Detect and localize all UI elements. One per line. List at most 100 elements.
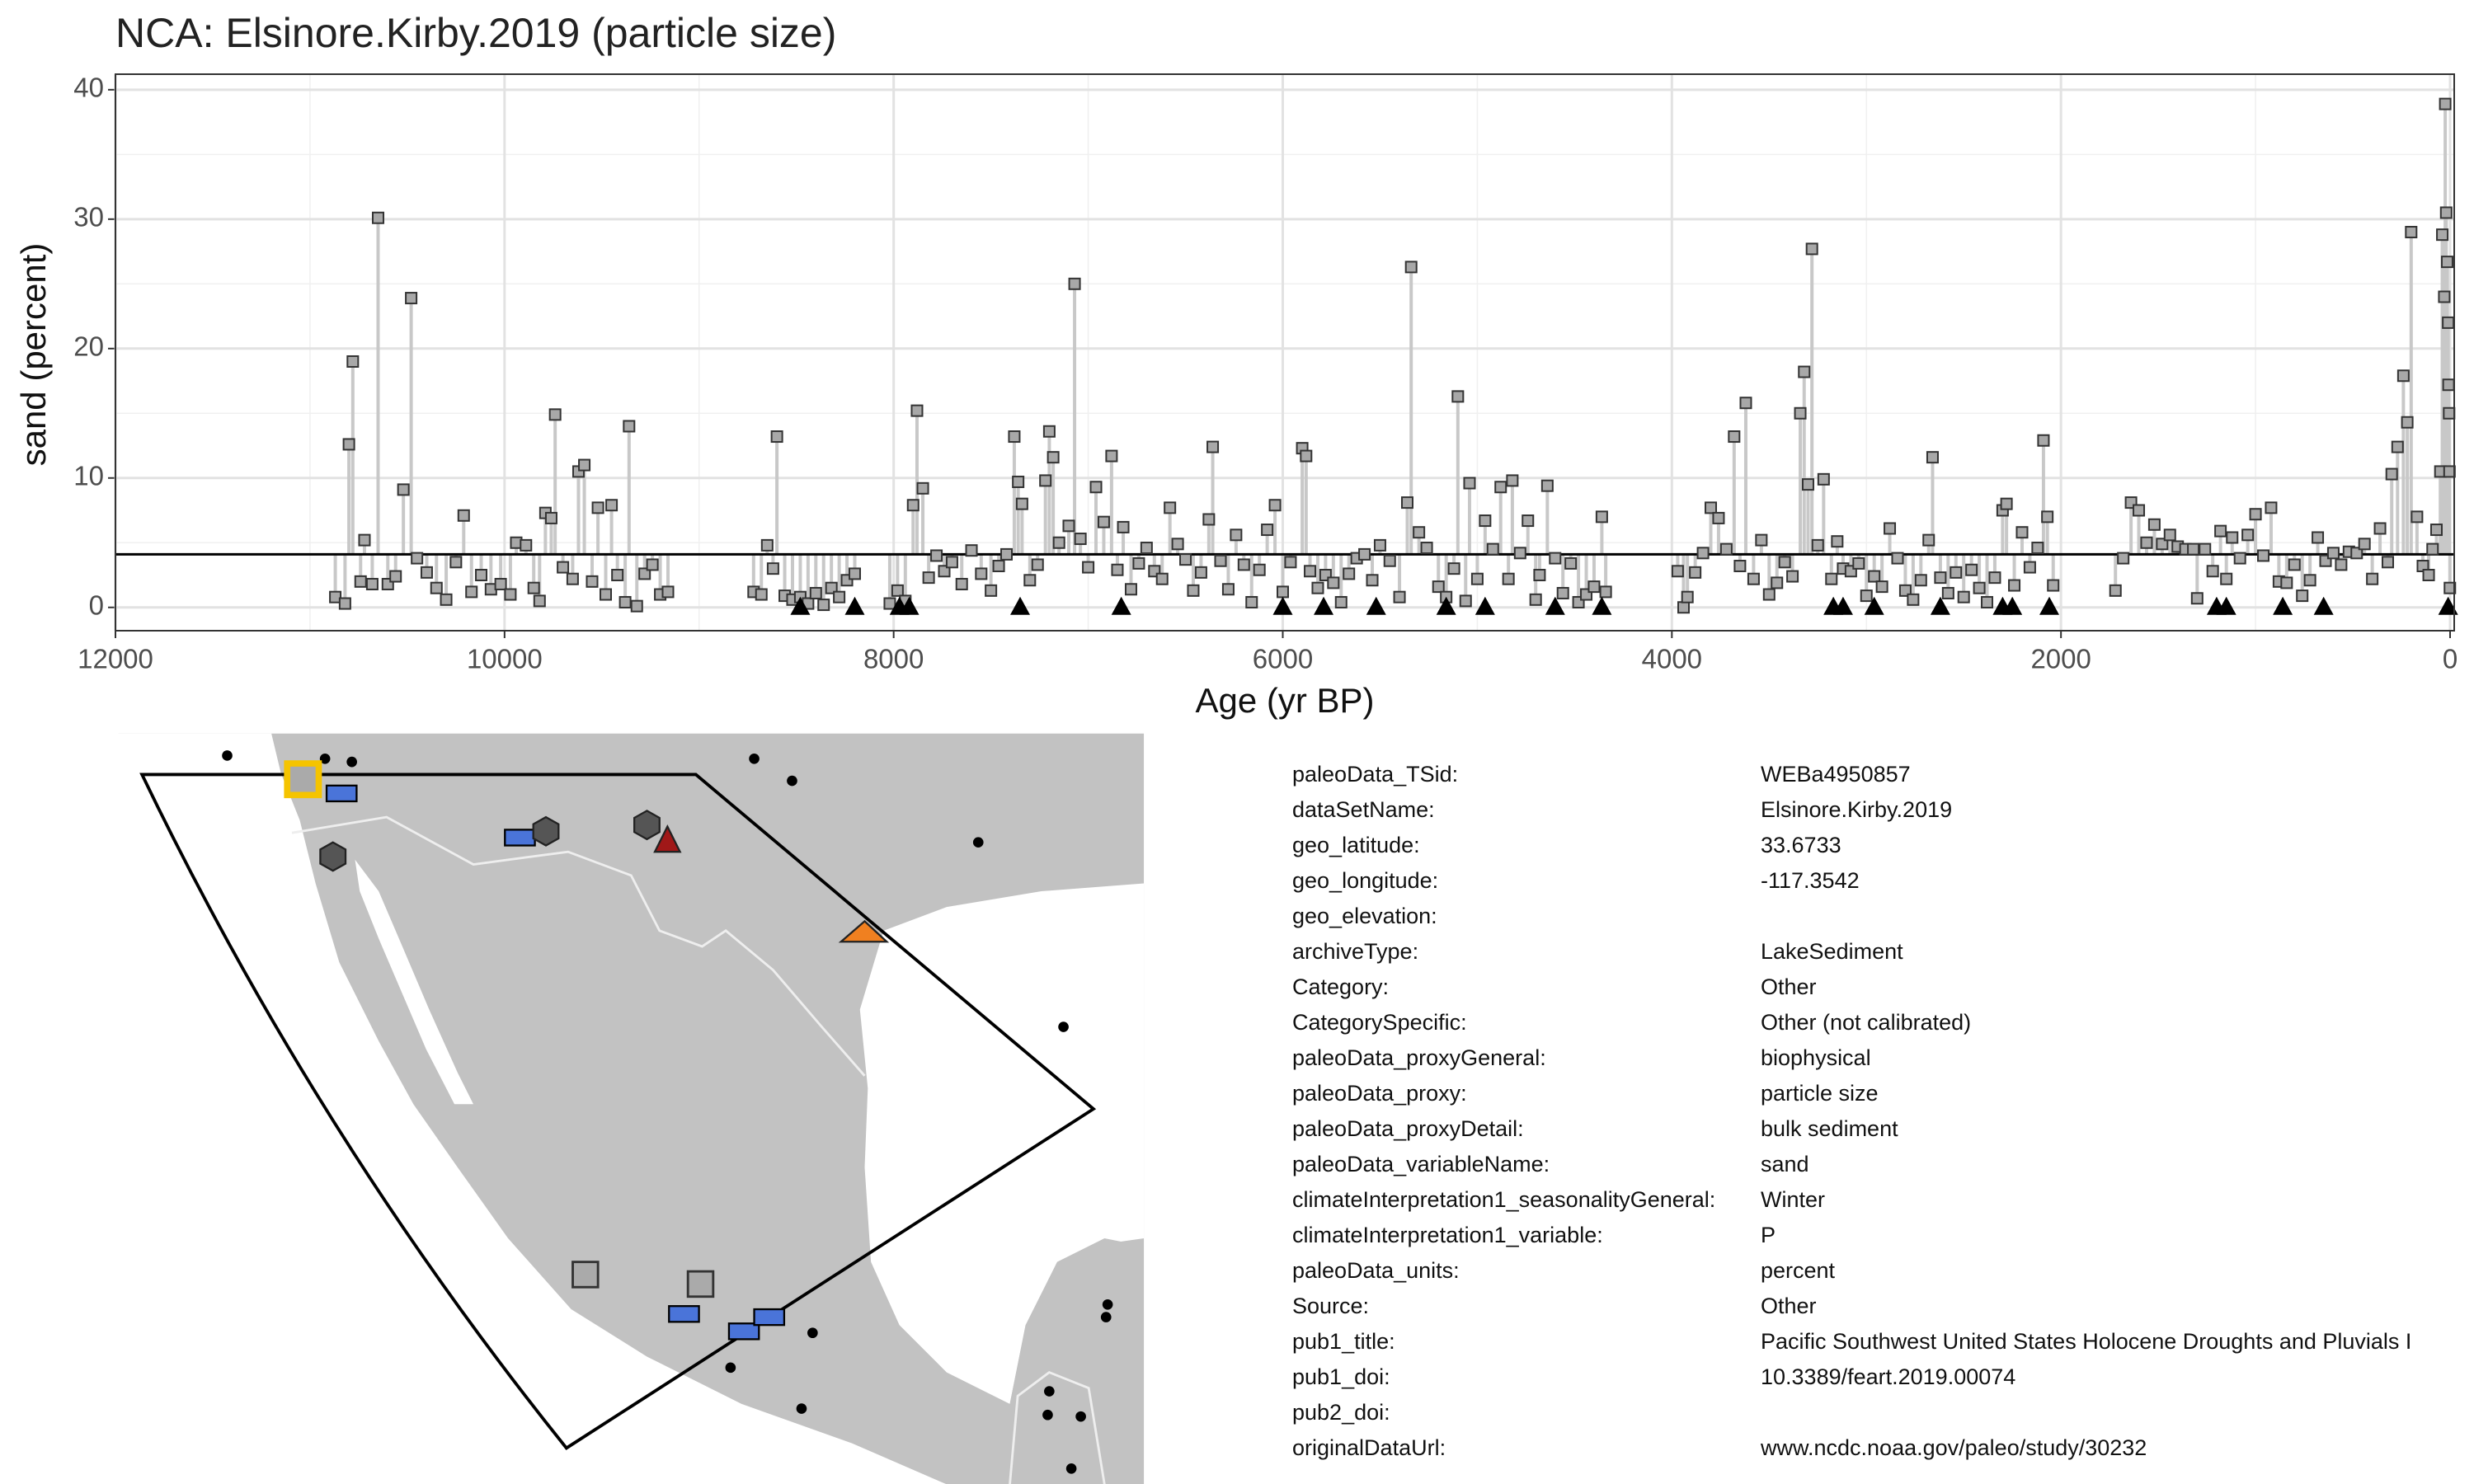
point: [1171, 538, 1184, 551]
meta-key: pub1_doi:: [1292, 1364, 1390, 1389]
point: [1798, 365, 1811, 378]
meta-value: particle size: [1761, 1081, 1879, 1106]
chron-marker: [2438, 596, 2458, 615]
point: [1304, 565, 1317, 578]
point: [1801, 478, 1814, 491]
meta-key: paleoData_proxyGeneral:: [1292, 1045, 1546, 1070]
point: [1105, 449, 1118, 463]
point: [2443, 465, 2456, 478]
point: [2391, 440, 2404, 453]
x-tick-label: 0: [2443, 644, 2458, 674]
point: [475, 569, 488, 581]
point: [1950, 566, 1963, 579]
point: [1875, 580, 1888, 594]
point: [2233, 552, 2246, 565]
point: [2023, 561, 2036, 574]
point: [1097, 515, 1110, 528]
point: [1486, 542, 1499, 556]
point: [338, 597, 351, 610]
point: [2047, 579, 2060, 592]
x-tick-label: 6000: [1253, 644, 1313, 674]
x-tick-label: 4000: [1642, 644, 1702, 674]
point: [809, 586, 822, 599]
meta-value: Other: [1761, 974, 1817, 999]
x-tick-label: 10000: [467, 644, 543, 674]
point: [2041, 510, 2054, 524]
point: [1957, 590, 1970, 603]
point: [2241, 528, 2255, 542]
point: [1794, 406, 1807, 420]
chron-marker: [1592, 596, 1612, 615]
point: [2288, 558, 2301, 571]
meta-key: paleoData_units:: [1292, 1258, 1460, 1283]
point: [2422, 569, 2435, 581]
point: [2199, 542, 2212, 556]
point: [1413, 526, 1426, 539]
point: [1042, 425, 1056, 438]
point: [440, 593, 453, 606]
point: [1825, 572, 1838, 585]
point: [1533, 569, 1546, 581]
meta-value: WEBa4950857: [1761, 762, 1911, 787]
point: [2312, 531, 2325, 544]
chron-marker: [2216, 596, 2236, 615]
meta-key: CategorySpecific:: [1292, 1010, 1467, 1035]
point: [566, 572, 579, 585]
meta-value: percent: [1761, 1258, 1836, 1283]
meta-value: Winter: [1761, 1187, 1825, 1212]
point: [2443, 406, 2456, 420]
point: [1771, 576, 1784, 589]
point: [1755, 533, 1768, 547]
point: [1671, 565, 1684, 578]
point: [661, 585, 675, 599]
meta-key: paleoData_proxyDetail:: [1292, 1116, 1524, 1141]
meta-key: pub2_doi:: [1292, 1400, 1390, 1425]
point: [1549, 552, 1562, 565]
point: [2037, 434, 2050, 447]
point: [1677, 601, 1690, 614]
point: [891, 584, 904, 597]
y-tick-label: 0: [89, 589, 104, 620]
point: [1062, 519, 1075, 533]
chron-marker: [1010, 596, 1031, 615]
point: [1179, 553, 1192, 566]
point: [965, 544, 978, 557]
point: [2147, 518, 2161, 531]
point: [1031, 558, 1044, 571]
point: [1891, 552, 1904, 565]
point: [1747, 572, 1760, 585]
point: [1696, 547, 1710, 560]
point: [1868, 570, 1881, 583]
meta-value: sand: [1761, 1152, 1809, 1176]
point: [1012, 475, 1025, 488]
chron-marker: [1111, 596, 1131, 615]
x-tick-label: 12000: [78, 644, 153, 674]
point: [1479, 514, 1492, 528]
meta-key: geo_elevation:: [1292, 904, 1437, 928]
meta-value: Other: [1761, 1294, 1817, 1318]
site-triangle: [653, 824, 682, 853]
point: [342, 438, 355, 451]
point: [586, 575, 599, 588]
point: [2411, 510, 2424, 524]
point: [354, 575, 367, 588]
chron-marker: [899, 596, 920, 615]
point: [1268, 499, 1282, 512]
point: [1451, 390, 1465, 403]
point: [945, 556, 958, 569]
point: [548, 408, 562, 421]
gulf-of-mexico: [859, 883, 1145, 1404]
point: [1082, 561, 1095, 574]
point: [527, 581, 540, 594]
point: [2220, 572, 2233, 585]
point: [1502, 572, 1515, 585]
point: [2442, 378, 2455, 392]
point: [2257, 549, 2270, 562]
site-rects: [325, 784, 786, 1341]
point: [365, 577, 379, 590]
point: [1111, 563, 1124, 576]
point: [2190, 592, 2204, 605]
x-tick-label: 8000: [863, 644, 924, 674]
point: [2206, 565, 2219, 578]
point: [1459, 594, 1472, 608]
